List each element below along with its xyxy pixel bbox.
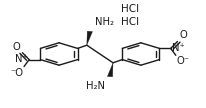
Text: O⁻: O⁻ xyxy=(177,56,190,66)
Text: HCl: HCl xyxy=(121,4,139,14)
Polygon shape xyxy=(107,63,113,77)
Text: N⁺: N⁺ xyxy=(15,54,28,64)
Text: HCl: HCl xyxy=(121,17,139,27)
Text: H₂N: H₂N xyxy=(86,81,105,91)
Text: ⁻O: ⁻O xyxy=(10,68,23,78)
Text: NH₂: NH₂ xyxy=(95,17,114,27)
Text: O: O xyxy=(179,30,187,40)
Polygon shape xyxy=(87,31,92,45)
Text: N⁺: N⁺ xyxy=(172,43,185,53)
Text: O: O xyxy=(13,42,20,52)
